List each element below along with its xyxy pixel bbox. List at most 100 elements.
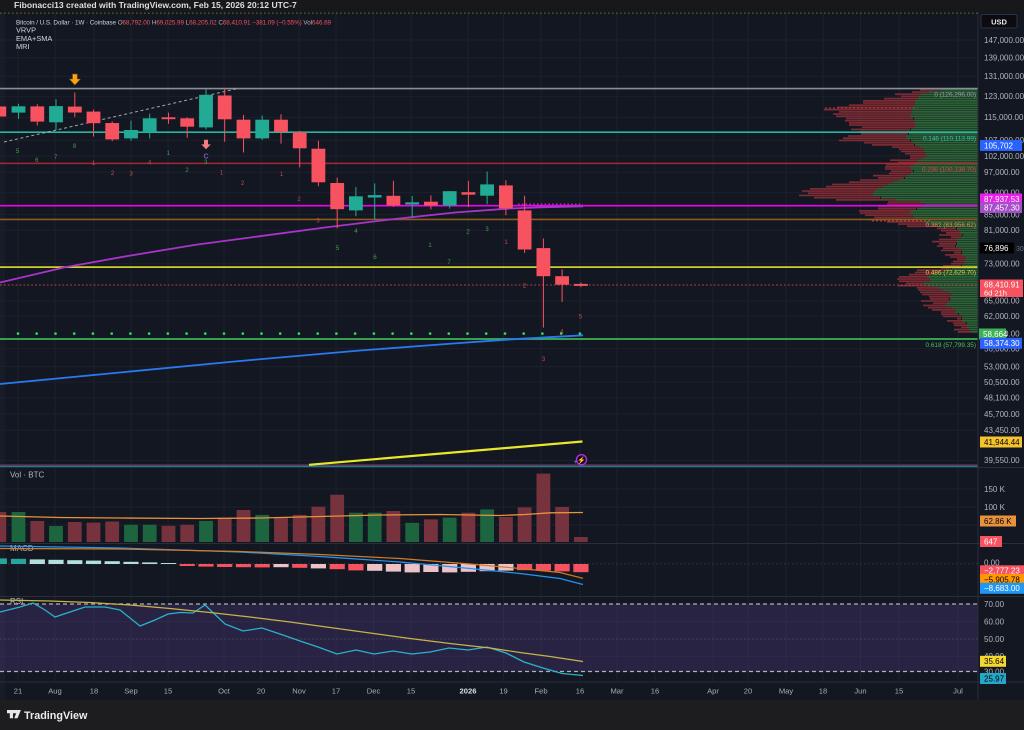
svg-text:⚡: ⚡ [577,456,586,465]
svg-text:68,410.91: 68,410.91 [984,280,1020,289]
svg-text:8: 8 [73,144,77,150]
svg-text:Mar: Mar [610,687,624,696]
svg-text:115,000.00: 115,000.00 [984,113,1024,122]
svg-text:30.00: 30.00 [984,668,1005,677]
svg-text:USD: USD [991,17,1007,26]
svg-text:48,100.00: 48,100.00 [984,393,1020,402]
svg-text:2: 2 [185,168,189,174]
svg-text:Fibonacci13 created with Tradi: Fibonacci13 created with TradingView.com… [14,0,297,10]
svg-text:Sep: Sep [124,687,138,696]
svg-text:87,937.53: 87,937.53 [984,195,1020,204]
svg-text:Aug: Aug [48,687,62,696]
svg-text:Jun: Jun [854,687,866,696]
svg-text:VRVP: VRVP [16,26,36,35]
svg-text:647: 647 [984,537,998,546]
svg-text:123,000.00: 123,000.00 [984,92,1024,101]
svg-text:91,000.00: 91,000.00 [984,189,1020,198]
svg-text:17: 17 [332,687,340,696]
svg-text:41,944.44: 41,944.44 [984,438,1020,447]
svg-text:6d 21h: 6d 21h [984,289,1007,298]
svg-text:150 K: 150 K [984,485,1006,494]
svg-text:15: 15 [407,687,415,696]
svg-text:19: 19 [499,687,507,696]
svg-text:3: 3 [542,357,546,363]
svg-text:0.146 (110,113.99): 0.146 (110,113.99) [923,135,976,142]
svg-text:97,000.00: 97,000.00 [984,168,1020,177]
svg-text:1: 1 [428,243,432,249]
svg-text:53,000.00: 53,000.00 [984,362,1020,371]
svg-text:−8,683.00: −8,683.00 [984,584,1020,593]
svg-text:Feb: Feb [534,687,547,696]
svg-text:Dec: Dec [367,687,381,696]
svg-text:1: 1 [280,172,284,178]
svg-text:0.236 (100,138.70): 0.236 (100,138.70) [922,166,976,173]
svg-text:39,550.00: 39,550.00 [984,456,1020,465]
svg-text:Vol · BTC: Vol · BTC [10,471,44,480]
svg-text:43,450.00: 43,450.00 [984,426,1020,435]
svg-text:18: 18 [819,687,827,696]
svg-text:2: 2 [466,230,470,236]
svg-text:Bitcoin / U.S. Dollar · 1W · C: Bitcoin / U.S. Dollar · 1W · Coinbase O6… [16,20,332,27]
svg-text:3: 3 [485,227,489,233]
svg-text:6: 6 [373,255,377,261]
svg-text:1: 1 [504,240,508,246]
svg-text:35.64: 35.64 [984,657,1005,666]
svg-text:3: 3 [316,219,320,225]
svg-text:76,896: 76,896 [984,244,1009,253]
svg-text:50.00: 50.00 [984,635,1005,644]
svg-text:EMA+SMA: EMA+SMA [16,34,52,43]
svg-text:65,000.00: 65,000.00 [984,297,1020,306]
svg-text:RSI: RSI [10,597,23,606]
svg-text:4: 4 [354,229,358,235]
svg-text:Jul: Jul [953,687,963,696]
svg-text:0.382 (83,956.62): 0.382 (83,956.62) [926,222,976,229]
svg-text:6: 6 [35,158,39,164]
svg-text:1: 1 [92,161,96,167]
svg-text:16: 16 [651,687,659,696]
svg-text:4: 4 [560,330,564,336]
svg-text:C: C [203,154,208,161]
svg-text:Oct: Oct [218,687,231,696]
svg-text:5: 5 [336,246,340,252]
svg-text:2026: 2026 [460,687,477,696]
svg-text:15: 15 [164,687,172,696]
svg-text:3: 3 [130,172,134,178]
svg-text:131,000.00: 131,000.00 [984,72,1024,81]
svg-text:87,457.30: 87,457.30 [984,203,1020,212]
svg-text:70.00: 70.00 [984,600,1005,609]
svg-text:−5,905.78: −5,905.78 [984,575,1020,584]
svg-text:58,374.30: 58,374.30 [984,339,1020,348]
svg-text:20: 20 [744,687,752,696]
svg-text:81,000.00: 81,000.00 [984,226,1020,235]
svg-text:TradingView: TradingView [24,710,88,722]
svg-text:2: 2 [297,197,301,203]
svg-text:16: 16 [576,687,584,696]
svg-text:0.486 (72,629.70): 0.486 (72,629.70) [926,270,976,277]
svg-text:−2,777.23: −2,777.23 [984,567,1020,576]
svg-text:60.00: 60.00 [984,617,1005,626]
svg-text:7: 7 [447,260,451,266]
svg-text:0.00: 0.00 [984,559,1000,568]
svg-text:Apr: Apr [707,687,719,696]
svg-text:Nov: Nov [292,687,306,696]
svg-text:102,000.00: 102,000.00 [984,152,1024,161]
svg-text:May: May [779,687,794,696]
svg-text:56,000.00: 56,000.00 [984,345,1020,354]
svg-text:5: 5 [16,149,20,155]
svg-text:25.97: 25.97 [984,674,1005,683]
svg-text:MRI: MRI [16,42,30,51]
svg-text:105,702: 105,702 [984,141,1013,150]
svg-text:15: 15 [895,687,903,696]
svg-text:147,000.00: 147,000.00 [984,36,1024,45]
svg-text:21: 21 [14,687,22,696]
svg-text:4: 4 [148,161,152,167]
svg-text:100 K: 100 K [984,503,1006,512]
svg-text:5: 5 [579,315,583,321]
svg-text:30: 30 [1016,246,1024,253]
svg-text:18: 18 [90,687,98,696]
svg-text:62,000.00: 62,000.00 [984,312,1020,321]
svg-text:2: 2 [523,284,527,290]
svg-text:58,664: 58,664 [983,330,1008,339]
svg-text:3: 3 [204,160,208,166]
svg-text:0.618 (57,799.35): 0.618 (57,799.35) [926,342,976,349]
